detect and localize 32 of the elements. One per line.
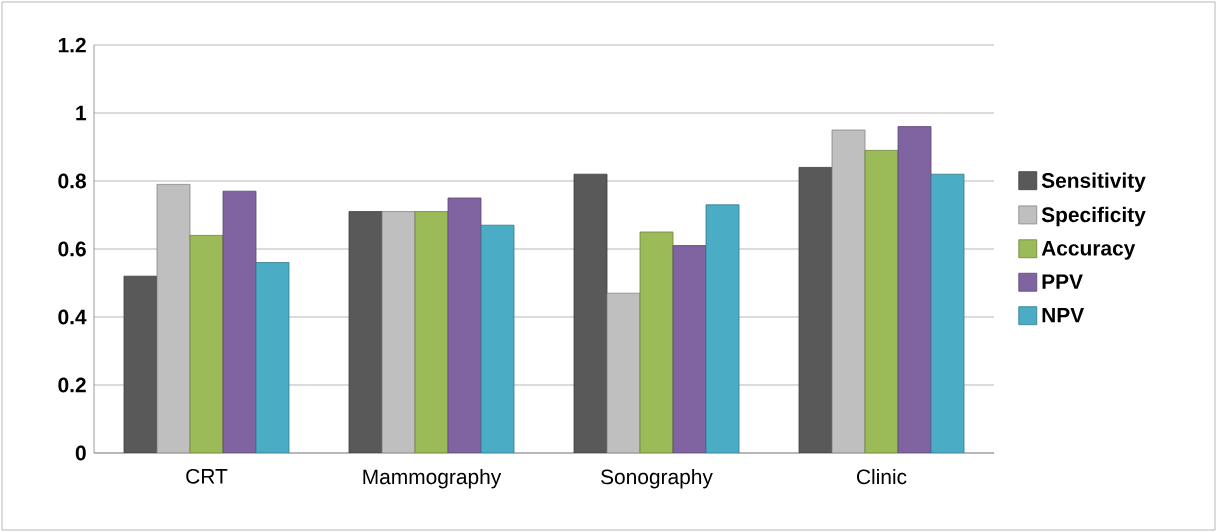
bar (480, 224, 515, 453)
bar (447, 197, 482, 453)
y-tick-label: 0.6 (58, 241, 86, 257)
y-tick-label: 0.4 (58, 309, 87, 325)
bar (348, 211, 383, 453)
y-tick-label: 0.8 (58, 173, 86, 189)
legend-label: Sensitivity (1041, 172, 1146, 193)
bar (639, 231, 674, 453)
x-tick-label: Sonography (601, 468, 713, 489)
y-tick-label: 1 (76, 105, 87, 121)
legend-label: PPV (1042, 274, 1083, 289)
bar (897, 126, 932, 453)
y-tick-label: 1.2 (58, 37, 86, 53)
bar (705, 204, 740, 453)
bar (189, 235, 224, 453)
y-tick-label: 0.2 (58, 377, 86, 393)
y-tick-label: 0 (75, 445, 86, 461)
x-tick-label: Mammography (363, 468, 502, 489)
x-tick-label: CRT (186, 468, 228, 484)
x-tick-label: Clinic (856, 468, 907, 485)
legend-label: Specificity (1041, 206, 1146, 227)
bar (930, 173, 965, 453)
legend-label: NPV (1042, 307, 1085, 323)
bar (573, 173, 608, 453)
bar (414, 211, 449, 453)
bar (123, 275, 158, 453)
bar (864, 149, 899, 453)
bar (222, 190, 257, 453)
bar (798, 166, 833, 453)
legend-label: Accuracy (1041, 241, 1136, 260)
bar (255, 262, 290, 453)
bar (672, 245, 707, 453)
